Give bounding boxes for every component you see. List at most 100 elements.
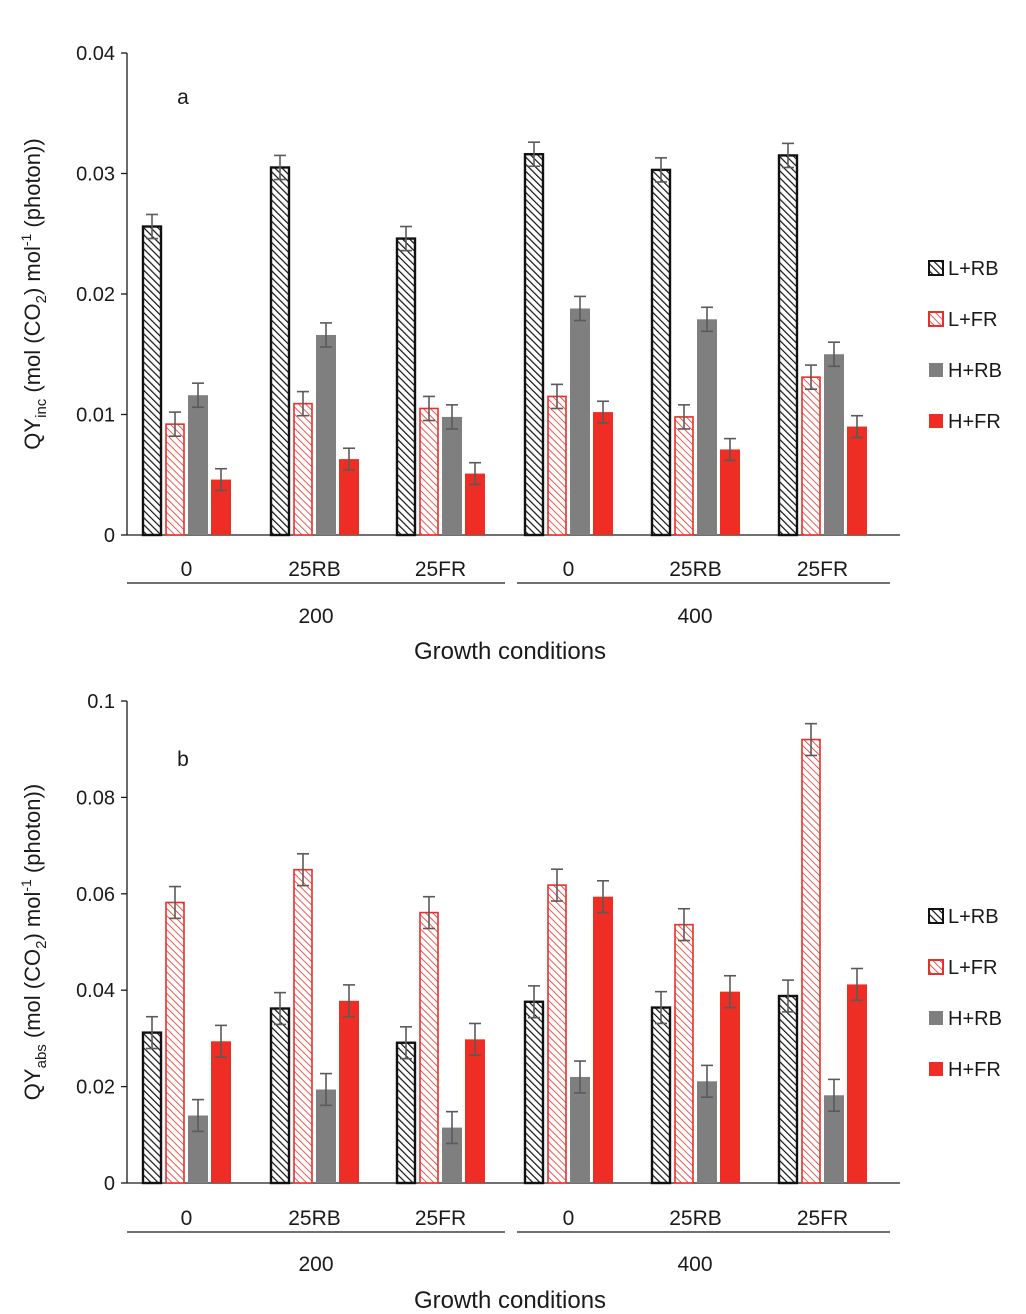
bar-l-rb xyxy=(523,1000,545,1185)
legend-swatch-h-fr xyxy=(929,414,943,428)
y-axis-title: QYabs (mol (CO2) mol-1 (photon)) xyxy=(18,784,50,1100)
x-category-label: 25FR xyxy=(415,1207,466,1230)
bar-h-rb xyxy=(442,1127,462,1183)
x-category-label: 25FR xyxy=(415,558,466,581)
bar-l-fr xyxy=(293,402,313,536)
x-category-label: 25FR xyxy=(797,1207,848,1230)
x-group-label: 400 xyxy=(677,605,712,628)
bar-h-rb xyxy=(316,334,336,535)
legend-label: H+RB xyxy=(948,1008,1002,1030)
x-group-label: 200 xyxy=(298,605,333,628)
y-axis-title: QYinc (mol (CO2) mol-1 (photon)) xyxy=(18,138,50,449)
legend-label: H+RB xyxy=(948,360,1002,382)
bar-l-rb xyxy=(523,153,545,537)
bar-h-fr xyxy=(847,426,867,535)
y-axis-title-part: QY xyxy=(20,1068,45,1100)
legend-swatch-h-rb xyxy=(929,363,943,377)
x-category-label: 25RB xyxy=(669,1207,722,1230)
bar-h-fr xyxy=(211,479,231,535)
bar-h-fr xyxy=(847,984,867,1183)
y-axis-title-part: inc xyxy=(33,398,50,418)
bar-h-rb xyxy=(824,1095,844,1183)
y-tick-label: 0.04 xyxy=(76,980,115,1002)
bar-h-fr xyxy=(593,412,613,535)
bar-l-fr xyxy=(674,416,694,536)
bar-h-fr xyxy=(720,991,740,1183)
bar-l-fr xyxy=(419,911,439,1184)
y-axis-title-part: QY xyxy=(20,418,45,450)
legend-swatch-l-fr xyxy=(928,959,944,975)
bar-h-fr xyxy=(593,896,613,1183)
bar-l-rb xyxy=(395,237,417,537)
y-tick-label: 0.02 xyxy=(76,284,115,306)
legend-label: H+FR xyxy=(948,411,1001,433)
x-axis-title: Growth conditions xyxy=(414,638,606,665)
y-axis-title-part: (mol (CO xyxy=(20,949,45,1044)
y-axis-title-part: (photon)) xyxy=(20,784,45,879)
x-axis-title: Growth conditions xyxy=(414,1287,606,1314)
bar-h-rb xyxy=(570,1076,590,1183)
x-group-label: 200 xyxy=(298,1253,333,1276)
x-group-label: 400 xyxy=(677,1253,712,1276)
y-tick-label: 0.08 xyxy=(76,787,115,809)
bar-l-fr xyxy=(419,407,439,536)
legend-label: H+FR xyxy=(948,1059,1001,1081)
bar-h-rb xyxy=(697,1081,717,1183)
legend-label: L+RB xyxy=(948,906,999,928)
y-axis-title-part: -1 xyxy=(18,233,34,246)
y-axis-title-part: abs xyxy=(33,1044,50,1068)
y-axis-title-part: ) mol xyxy=(20,246,45,295)
bar-h-fr xyxy=(211,1041,231,1183)
bar-h-rb xyxy=(188,395,208,535)
y-tick-label: 0 xyxy=(104,525,115,547)
x-category-label: 25FR xyxy=(797,558,848,581)
y-tick-label: 0.02 xyxy=(76,1077,115,1099)
bar-h-fr xyxy=(339,459,359,535)
y-tick-label: 0.01 xyxy=(76,405,115,427)
bar-l-fr xyxy=(674,923,694,1184)
y-tick-label: 0.03 xyxy=(76,164,115,186)
legend-label: L+FR xyxy=(948,309,997,331)
bar-h-fr xyxy=(465,473,485,535)
bar-l-rb xyxy=(269,166,291,537)
bar-h-fr xyxy=(339,1000,359,1183)
x-category-label: 25RB xyxy=(669,558,722,581)
legend-label: L+FR xyxy=(948,957,997,979)
bar-l-fr xyxy=(165,901,185,1184)
y-tick-label: 0.04 xyxy=(76,43,115,65)
x-category-label: 0 xyxy=(181,558,193,581)
bar-h-rb xyxy=(188,1115,208,1183)
y-axis-title-part: 2 xyxy=(33,941,50,949)
y-tick-label: 0 xyxy=(104,1173,115,1195)
bar-h-rb xyxy=(570,308,590,535)
panel-a: 0 0.01 0.02 0.03 0.04 a 0 25RB 25FR 0 25RB 25FR 200 4… xyxy=(18,43,1002,665)
bar-h-fr xyxy=(720,449,740,535)
y-axis-title-part: -1 xyxy=(18,879,34,892)
bar-l-rb xyxy=(395,1041,417,1185)
panel-b: 0 0.02 0.04 0.06 0.08 0.1 b 0 25RB 25FR 0 25RB 25FR 2… xyxy=(18,691,1002,1314)
bar-l-rb xyxy=(650,168,672,537)
bar-l-fr xyxy=(801,738,821,1184)
bar-l-rb xyxy=(269,1007,291,1185)
y-axis-title-part: 2 xyxy=(33,295,50,303)
y-axis-title-part: (mol (CO xyxy=(20,303,45,398)
bar-h-rb xyxy=(824,354,844,535)
panel-letter: b xyxy=(177,748,189,771)
bar-l-fr xyxy=(801,376,821,536)
legend-label: L+RB xyxy=(948,258,999,280)
bar-l-rb xyxy=(141,1031,163,1185)
bar-l-fr xyxy=(165,423,185,536)
bar-l-rb xyxy=(777,994,799,1185)
x-category-label: 0 xyxy=(563,558,575,581)
legend-swatch-h-rb xyxy=(929,1011,943,1025)
x-category-label: 0 xyxy=(181,1207,193,1230)
legend-swatch-l-rb xyxy=(928,260,944,276)
bar-l-rb xyxy=(777,154,799,537)
bar-l-fr xyxy=(547,395,567,536)
legend-swatch-l-fr xyxy=(928,311,944,327)
y-axis-title-part: ) mol xyxy=(20,892,45,941)
bar-h-fr xyxy=(465,1039,485,1183)
legend-swatch-l-rb xyxy=(928,908,944,924)
x-category-label: 25RB xyxy=(288,1207,341,1230)
